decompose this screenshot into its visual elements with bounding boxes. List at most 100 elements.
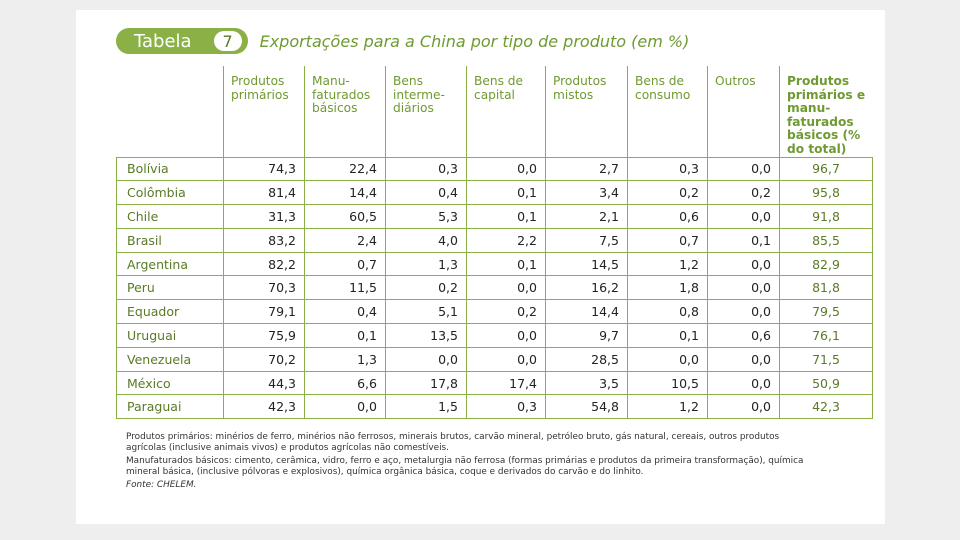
table-label-pill: Tabela 7 [116, 28, 248, 54]
column-header: Manu-faturados básicos [304, 66, 386, 157]
value-cell: 0,1 [466, 204, 546, 229]
value-cell: 5,3 [385, 204, 467, 229]
value-cell: 5,1 [385, 299, 467, 325]
value-cell: 0,0 [627, 346, 708, 372]
value-cell: 0,3 [466, 394, 546, 420]
value-cell: 0,0 [707, 156, 780, 182]
country-cell: Chile [116, 204, 224, 229]
value-cell: 28,5 [545, 346, 628, 372]
table-row: Colômbia 81,4 14,4 0,4 0,1 3,4 0,2 0,2 95,8 [116, 180, 873, 206]
value-cell: 0,7 [627, 227, 708, 253]
value-cell: 0,3 [385, 156, 467, 182]
table-row: Argentina 82,2 0,7 1,3 0,1 14,5 1,2 0,0 82,9 [116, 251, 873, 277]
value-cell: 0,0 [466, 323, 546, 348]
value-cell: 0,2 [627, 180, 708, 206]
column-header: Bens de consumo [627, 66, 708, 157]
value-cell: 4,0 [385, 227, 467, 253]
value-cell: 0,0 [707, 370, 780, 396]
value-cell: 0,6 [627, 204, 708, 229]
value-cell: 14,4 [304, 180, 386, 206]
table-row: Venezuela 70,2 1,3 0,0 0,0 28,5 0,0 0,0 71,5 [116, 346, 873, 372]
value-cell: 0,2 [707, 180, 780, 206]
value-cell: 0,2 [466, 299, 546, 325]
total-cell: 96,7 [779, 156, 873, 182]
value-cell: 0,0 [385, 346, 467, 372]
note-primary-products: Produtos primários: minérios de ferro, m… [126, 432, 780, 453]
value-cell: 0,8 [627, 299, 708, 325]
country-cell: Colômbia [116, 180, 224, 206]
table-label: Tabela [134, 30, 192, 52]
value-cell: 0,2 [385, 275, 467, 301]
value-cell: 0,0 [707, 251, 780, 277]
value-cell: 13,5 [385, 323, 467, 348]
value-cell: 0,0 [707, 394, 780, 420]
value-cell: 0,0 [304, 394, 386, 420]
country-cell: Brasil [116, 227, 224, 253]
value-cell: 6,6 [304, 370, 386, 396]
value-cell: 60,5 [304, 204, 386, 229]
value-cell: 79,1 [223, 299, 305, 325]
value-cell: 0,0 [466, 275, 546, 301]
table-notes: Produtos primários: minérios de ferro, m… [126, 432, 816, 494]
country-cell: México [116, 370, 224, 396]
total-cell: 71,5 [779, 346, 873, 372]
value-cell: 1,2 [627, 251, 708, 277]
value-cell: 0,1 [707, 227, 780, 253]
value-cell: 42,3 [223, 394, 305, 420]
value-cell: 44,3 [223, 370, 305, 396]
total-cell: 91,8 [779, 204, 873, 229]
value-cell: 14,5 [545, 251, 628, 277]
table-row: Chile 31,3 60,5 5,3 0,1 2,1 0,6 0,0 91,8 [116, 204, 873, 229]
value-cell: 83,2 [223, 227, 305, 253]
value-cell: 0,1 [466, 251, 546, 277]
table-row: Bolívia 74,3 22,4 0,3 0,0 2,7 0,3 0,0 96,7 [116, 156, 873, 182]
value-cell: 70,3 [223, 275, 305, 301]
table-row: Brasil 83,2 2,4 4,0 2,2 7,5 0,7 0,1 85,5 [116, 227, 873, 253]
column-header: Bens de capital [466, 66, 546, 157]
value-cell: 0,0 [707, 299, 780, 325]
table-number: 7 [213, 31, 242, 51]
total-cell: 76,1 [779, 323, 873, 348]
value-cell: 0,0 [466, 156, 546, 182]
column-header: Produtos primários [223, 66, 305, 157]
value-cell: 0,4 [385, 180, 467, 206]
country-cell: Argentina [116, 251, 224, 277]
value-cell: 0,0 [466, 346, 546, 372]
table-row: Equador 79,1 0,4 5,1 0,2 14,4 0,8 0,0 79,5 [116, 299, 873, 325]
total-cell: 82,9 [779, 251, 873, 277]
value-cell: 1,5 [385, 394, 467, 420]
value-cell: 81,4 [223, 180, 305, 206]
value-cell: 0,1 [466, 180, 546, 206]
value-cell: 14,4 [545, 299, 628, 325]
country-cell: Peru [116, 275, 224, 301]
value-cell: 70,2 [223, 346, 305, 372]
value-cell: 17,4 [466, 370, 546, 396]
column-header: Bens interme-diários [385, 66, 467, 157]
value-cell: 0,7 [304, 251, 386, 277]
table-header: Tabela 7 Exportações para a China por ti… [116, 28, 689, 54]
value-cell: 2,7 [545, 156, 628, 182]
value-cell: 22,4 [304, 156, 386, 182]
value-cell: 1,8 [627, 275, 708, 301]
value-cell: 82,2 [223, 251, 305, 277]
table-row: Paraguai 42,3 0,0 1,5 0,3 54,8 1,2 0,0 42,3 [116, 394, 873, 420]
value-cell: 31,3 [223, 204, 305, 229]
total-cell: 42,3 [779, 394, 873, 420]
value-cell: 0,4 [304, 299, 386, 325]
value-cell: 75,9 [223, 323, 305, 348]
value-cell: 0,1 [627, 323, 708, 348]
value-cell: 10,5 [627, 370, 708, 396]
column-header-row: Produtos primários Manu-faturados básico… [117, 66, 873, 157]
corner-cell [117, 66, 224, 157]
value-cell: 1,3 [304, 346, 386, 372]
total-cell: 79,5 [779, 299, 873, 325]
table-row: Peru 70,3 11,5 0,2 0,0 16,2 1,8 0,0 81,8 [116, 275, 873, 301]
total-cell: 95,8 [779, 180, 873, 206]
table-row: México 44,3 6,6 17,8 17,4 3,5 10,5 0,0 50,9 [116, 370, 873, 396]
value-cell: 0,0 [707, 346, 780, 372]
value-cell: 0,3 [627, 156, 708, 182]
value-cell: 16,2 [545, 275, 628, 301]
note-basic-manufactured: Manufaturados básicos: cimento, cerâmica… [126, 456, 804, 477]
value-cell: 17,8 [385, 370, 467, 396]
value-cell: 3,4 [545, 180, 628, 206]
